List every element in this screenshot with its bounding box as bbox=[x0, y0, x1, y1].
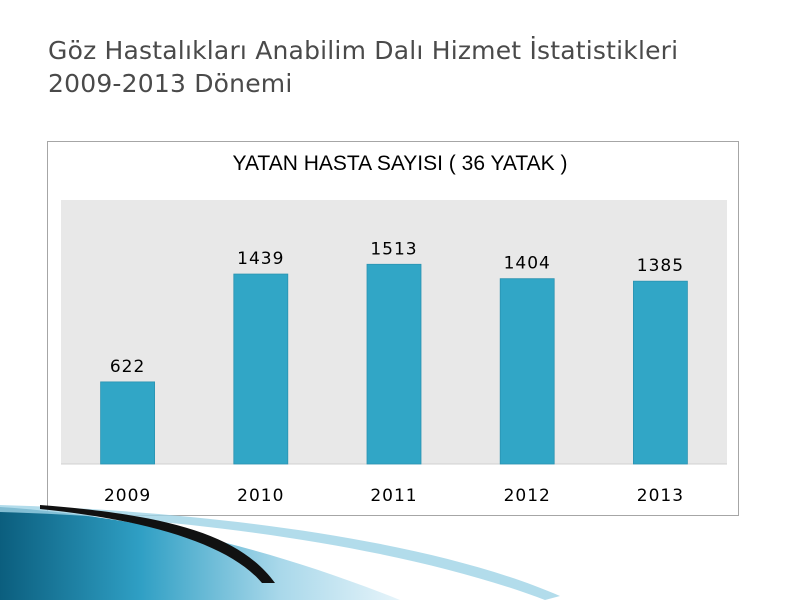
bar-2009 bbox=[100, 381, 155, 465]
data-label-2010: 1439 bbox=[237, 249, 284, 269]
slide-title-line-2: 2009-2013 Dönemi bbox=[48, 69, 293, 98]
bar-2011 bbox=[366, 263, 422, 465]
x-tick-label-2011: 2011 bbox=[370, 486, 417, 506]
bar-2013 bbox=[633, 280, 688, 465]
x-tick-label-2010: 2010 bbox=[237, 486, 284, 506]
data-label-2013: 1385 bbox=[637, 256, 684, 276]
data-label-2009: 622 bbox=[110, 357, 145, 377]
x-tick-label-2009: 2009 bbox=[104, 486, 151, 506]
slide-title: Göz Hastalıkları Anabilim Dalı Hizmet İs… bbox=[48, 34, 788, 100]
data-label-2011: 1513 bbox=[370, 239, 417, 259]
chart-title: YATAN HASTA SAYISI ( 36 YATAK ) bbox=[232, 152, 568, 175]
x-tick-label-2012: 2012 bbox=[504, 486, 551, 506]
bar-2012 bbox=[499, 278, 555, 465]
slide-title-line-1: Göz Hastalıkları Anabilim Dalı Hizmet İs… bbox=[48, 36, 679, 65]
bar-2010 bbox=[233, 273, 289, 465]
x-tick-label-2013: 2013 bbox=[637, 486, 684, 506]
data-label-2012: 1404 bbox=[504, 254, 551, 274]
